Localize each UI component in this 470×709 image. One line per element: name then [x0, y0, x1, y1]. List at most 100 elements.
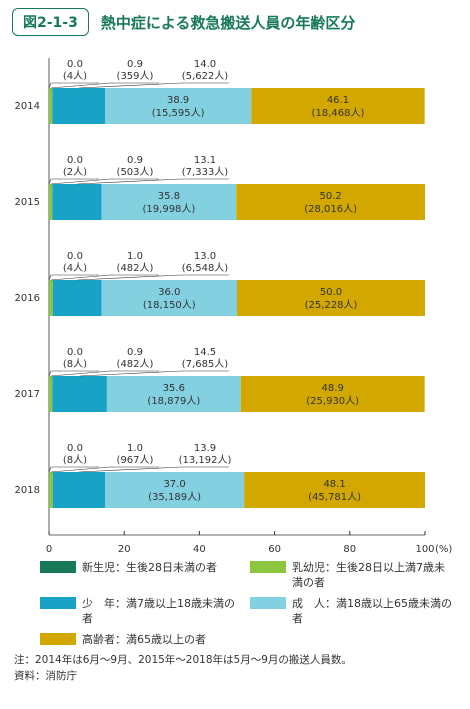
- count-label: (482人): [117, 262, 154, 274]
- y-tick-label: 2015: [15, 197, 40, 208]
- count-label: (7,685人): [182, 358, 229, 370]
- leader-line: [48, 178, 52, 185]
- notes: 注：2014年は6月～9月、2015年～2018年は5月～9月の搬送人員数。 資料…: [14, 652, 352, 684]
- legend-label: 成 人：満18歳以上65歳未満の者: [292, 597, 452, 625]
- bar-segment: [49, 376, 53, 412]
- legend-label: 少 年：満7歳以上18歳未満の者: [82, 597, 235, 625]
- count-label: (13,192人): [179, 454, 232, 466]
- value-label: 14.5: [194, 347, 216, 358]
- x-tick-label: 80: [343, 544, 356, 555]
- count-label: (45,781人): [308, 491, 361, 503]
- count-label: (8人): [63, 454, 87, 466]
- legend-label: 高齢者：満65歳以上の者: [82, 633, 206, 646]
- x-tick-label: 40: [193, 544, 206, 555]
- count-label: (28,016人): [304, 203, 357, 215]
- value-label: 0.9: [127, 155, 143, 166]
- value-label: 36.0: [158, 287, 180, 298]
- value-label: 48.9: [322, 383, 344, 394]
- count-label: (4人): [63, 262, 87, 274]
- value-label: 14.0: [194, 59, 216, 70]
- leader-line: [50, 178, 112, 185]
- bar-segment: [251, 88, 425, 124]
- bar-segment: [237, 280, 425, 316]
- legend-item: 新生児：生後28日未満の者: [40, 560, 250, 590]
- leader-line: [50, 82, 112, 89]
- leader-line: [48, 370, 52, 377]
- value-label: 0.0: [67, 251, 83, 262]
- leader-line: [48, 82, 52, 89]
- count-label: (6,548人): [182, 262, 229, 274]
- legend-item: 少 年：満7歳以上18歳未満の者: [40, 596, 250, 626]
- count-label: (25,228人): [305, 299, 358, 311]
- figure-badge: 図2-1-3: [12, 8, 89, 36]
- bar-segment: [105, 472, 245, 508]
- bar-segment: [52, 184, 102, 220]
- value-label: 13.9: [194, 443, 216, 454]
- value-label: 13.0: [194, 251, 216, 262]
- value-label: 0.0: [67, 59, 83, 70]
- legend-swatch: [40, 561, 76, 573]
- chart-title: 熱中症による救急搬送人員の年齢区分: [100, 13, 356, 32]
- value-label: 0.0: [67, 443, 83, 454]
- count-label: (18,150人): [143, 299, 196, 311]
- bar-segment: [49, 88, 53, 124]
- x-tick-label: 60: [268, 544, 281, 555]
- value-label: 0.9: [127, 59, 143, 70]
- bar-segment: [52, 376, 107, 412]
- x-tick-label: 0: [46, 544, 52, 555]
- count-label: (19,998人): [143, 203, 196, 215]
- legend-item: 成 人：満18歳以上65歳未満の者: [250, 596, 460, 626]
- note: 注：2014年は6月～9月、2015年～2018年は5月～9月の搬送人員数。: [14, 654, 352, 666]
- bar-segment: [49, 472, 53, 508]
- header: 図2-1-3 熱中症による救急搬送人員の年齢区分: [12, 8, 355, 36]
- bar-segment: [52, 88, 106, 124]
- leader-line: [79, 370, 182, 377]
- y-tick-label: 2014: [15, 101, 40, 112]
- legend: 新生児：生後28日未満の者 乳幼児：生後28日以上満7歳未満の者少 年：満7歳以上…: [40, 560, 460, 647]
- value-label: 13.1: [194, 155, 216, 166]
- y-tick-label: 2017: [15, 389, 40, 400]
- x-tick-label: 100: [415, 544, 434, 555]
- legend-item: 乳幼児：生後28日以上満7歳未満の者: [250, 560, 460, 590]
- count-label: (2人): [63, 166, 87, 178]
- count-label: (25,930人): [306, 395, 359, 407]
- count-label: (18,468人): [312, 107, 365, 119]
- count-label: (4人): [63, 70, 87, 82]
- leader-line: [48, 466, 52, 473]
- legend-swatch: [40, 633, 76, 645]
- legend-item: 高齢者：満65歳以上の者: [40, 632, 250, 647]
- x-tick-label: 20: [118, 544, 131, 555]
- value-label: 46.1: [327, 95, 349, 106]
- count-label: (18,879人): [147, 395, 200, 407]
- leader-line: [77, 274, 182, 281]
- leader-line: [76, 178, 182, 185]
- value-label: 50.2: [319, 191, 341, 202]
- bar-segment: [236, 184, 425, 220]
- leader-line: [78, 466, 182, 473]
- bar-segment: [101, 184, 237, 220]
- count-label: (359人): [117, 70, 154, 82]
- value-label: 48.1: [323, 479, 345, 490]
- count-label: (35,189人): [148, 491, 201, 503]
- chart: 0 20 40 60 80 100 (%)20140.0(4人)0.9(359人)14.0(…: [15, 58, 452, 555]
- bar-segment: [52, 472, 106, 508]
- legend-swatch: [250, 561, 286, 573]
- note: 資料：消防庁: [14, 670, 77, 682]
- count-label: (15,595人): [152, 107, 205, 119]
- bar-segment: [52, 280, 102, 316]
- bar-segment: [101, 280, 237, 316]
- count-label: (967人): [117, 454, 154, 466]
- value-label: 35.8: [158, 191, 180, 202]
- value-label: 1.0: [127, 443, 143, 454]
- count-label: (5,622人): [182, 70, 229, 82]
- value-label: 50.0: [320, 287, 342, 298]
- legend-swatch: [40, 597, 76, 609]
- value-label: 0.0: [67, 347, 83, 358]
- value-label: 37.0: [163, 479, 185, 490]
- bar-segment: [49, 184, 53, 220]
- bar-segment: [49, 280, 53, 316]
- count-label: (8人): [63, 358, 87, 370]
- count-label: (503人): [117, 166, 154, 178]
- value-label: 0.9: [127, 347, 143, 358]
